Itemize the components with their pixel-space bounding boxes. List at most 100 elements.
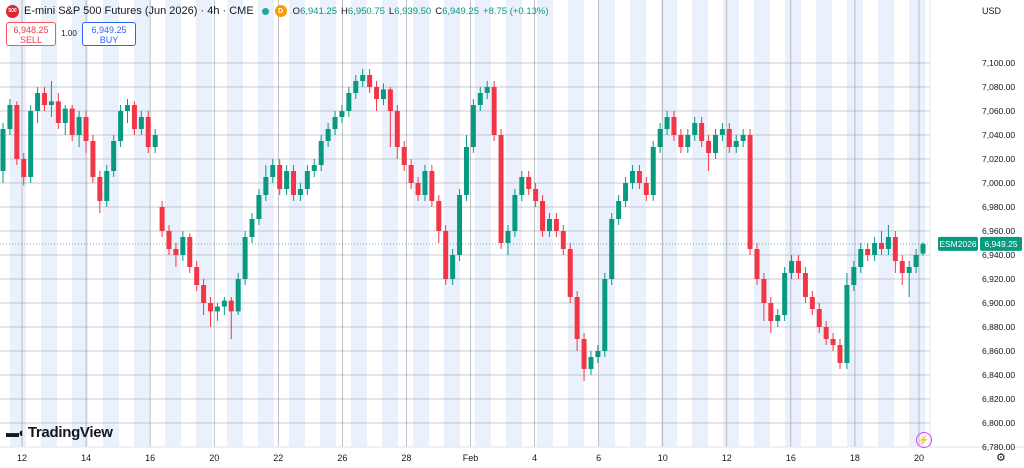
symbol-label-box (938, 236, 978, 251)
candle (754, 243, 760, 285)
session-band (165, 0, 181, 447)
time-tick-label: 6 (596, 453, 601, 463)
price-tick-label: 6,900.00 (982, 298, 1015, 308)
symbol-logo-icon: 500 (6, 4, 19, 18)
candle (477, 87, 483, 111)
candle (201, 279, 207, 315)
candle (194, 261, 200, 291)
candle (263, 165, 269, 201)
tradingview-logo-icon: ▬◖ (6, 425, 25, 440)
candle-body (332, 117, 338, 129)
candle (353, 75, 359, 99)
session-band (568, 0, 584, 447)
candle-body (450, 255, 456, 279)
candle (768, 297, 774, 333)
candle-body (879, 243, 884, 249)
candle-body (657, 129, 663, 147)
candle-body (201, 285, 207, 303)
time-tick-label: 16 (145, 453, 155, 463)
lightning-icon[interactable]: ⚡ (916, 432, 932, 448)
candle (775, 309, 781, 327)
candle-body (588, 357, 594, 369)
session-band (661, 0, 677, 447)
symbol-title[interactable]: E-mini S&P 500 Futures (Jun 2026) · 4h ·… (24, 5, 254, 17)
time-tick-label: 4 (532, 453, 537, 463)
currency-selector[interactable]: USD (982, 6, 1002, 16)
symbol-header: 500 E-mini S&P 500 Futures (Jun 2026) · … (6, 3, 549, 19)
candle-body (21, 159, 27, 177)
price-tick-label: 6,800.00 (982, 418, 1015, 428)
candle (858, 243, 864, 273)
candle-body (872, 243, 878, 255)
candle-body (664, 117, 670, 129)
candle-body (270, 165, 276, 177)
candlestick-series (0, 69, 930, 381)
candle (55, 93, 61, 129)
candle (256, 189, 262, 225)
candle-body (35, 93, 41, 111)
candle (463, 135, 469, 201)
time-tick-label: 16 (786, 453, 796, 463)
candle-body (353, 81, 359, 93)
candle (360, 69, 366, 87)
candle (28, 105, 34, 183)
candle-body (76, 117, 82, 135)
candle-body (318, 141, 324, 165)
candle (546, 213, 552, 237)
candle-body (526, 177, 532, 189)
candle-body (118, 111, 124, 141)
session-band (909, 0, 925, 447)
price-tick-label: 6,860.00 (982, 346, 1015, 356)
candle-body (263, 177, 269, 195)
candle (187, 233, 193, 273)
candle (602, 273, 608, 357)
candle (450, 249, 456, 285)
candle (249, 213, 255, 243)
sell-label: SELL (19, 35, 43, 45)
candle-body (131, 105, 137, 129)
candle (69, 105, 75, 141)
session-band (723, 0, 739, 447)
session-band (630, 0, 646, 447)
candle-body (546, 219, 552, 231)
candle-body (837, 345, 843, 363)
candle (609, 213, 615, 285)
candle (678, 129, 684, 153)
candle-body (823, 327, 829, 339)
candle-body (477, 93, 483, 105)
market-open-icon (261, 7, 269, 15)
candle-body (221, 300, 227, 307)
session-band (10, 0, 26, 447)
candle-body (422, 171, 428, 195)
quantity-field[interactable]: 1.00 (61, 29, 77, 38)
tradingview-logo[interactable]: ▬◖ TradingView (6, 424, 113, 441)
candle (284, 165, 290, 195)
time-tick-label: Feb (463, 453, 479, 463)
candle (208, 297, 214, 327)
candle-body (339, 111, 345, 117)
candle (747, 129, 753, 255)
close-label: C (435, 5, 443, 17)
settings-gear-icon[interactable]: ⚙ (996, 452, 1006, 464)
candle (214, 303, 220, 321)
candle (242, 231, 248, 285)
candle (339, 105, 345, 123)
candle-body (761, 279, 767, 303)
sell-button[interactable]: 6,948.25 SELL (6, 22, 56, 46)
candle-body (623, 183, 629, 201)
candle (173, 243, 179, 267)
symbol-label: ESM2026 (939, 239, 977, 249)
candle (443, 225, 449, 285)
delayed-data-icon[interactable]: D (274, 5, 287, 17)
candle (318, 135, 324, 171)
candle (553, 213, 559, 237)
candle (685, 129, 691, 153)
time-tick-label: 14 (81, 453, 91, 463)
buy-button[interactable]: 6,949.25 BUY (82, 22, 136, 46)
time-tick-label: 12 (17, 453, 27, 463)
candle (512, 189, 518, 237)
candle (623, 177, 629, 207)
candle-body (602, 279, 608, 351)
price-tick-label: 7,000.00 (982, 178, 1015, 188)
